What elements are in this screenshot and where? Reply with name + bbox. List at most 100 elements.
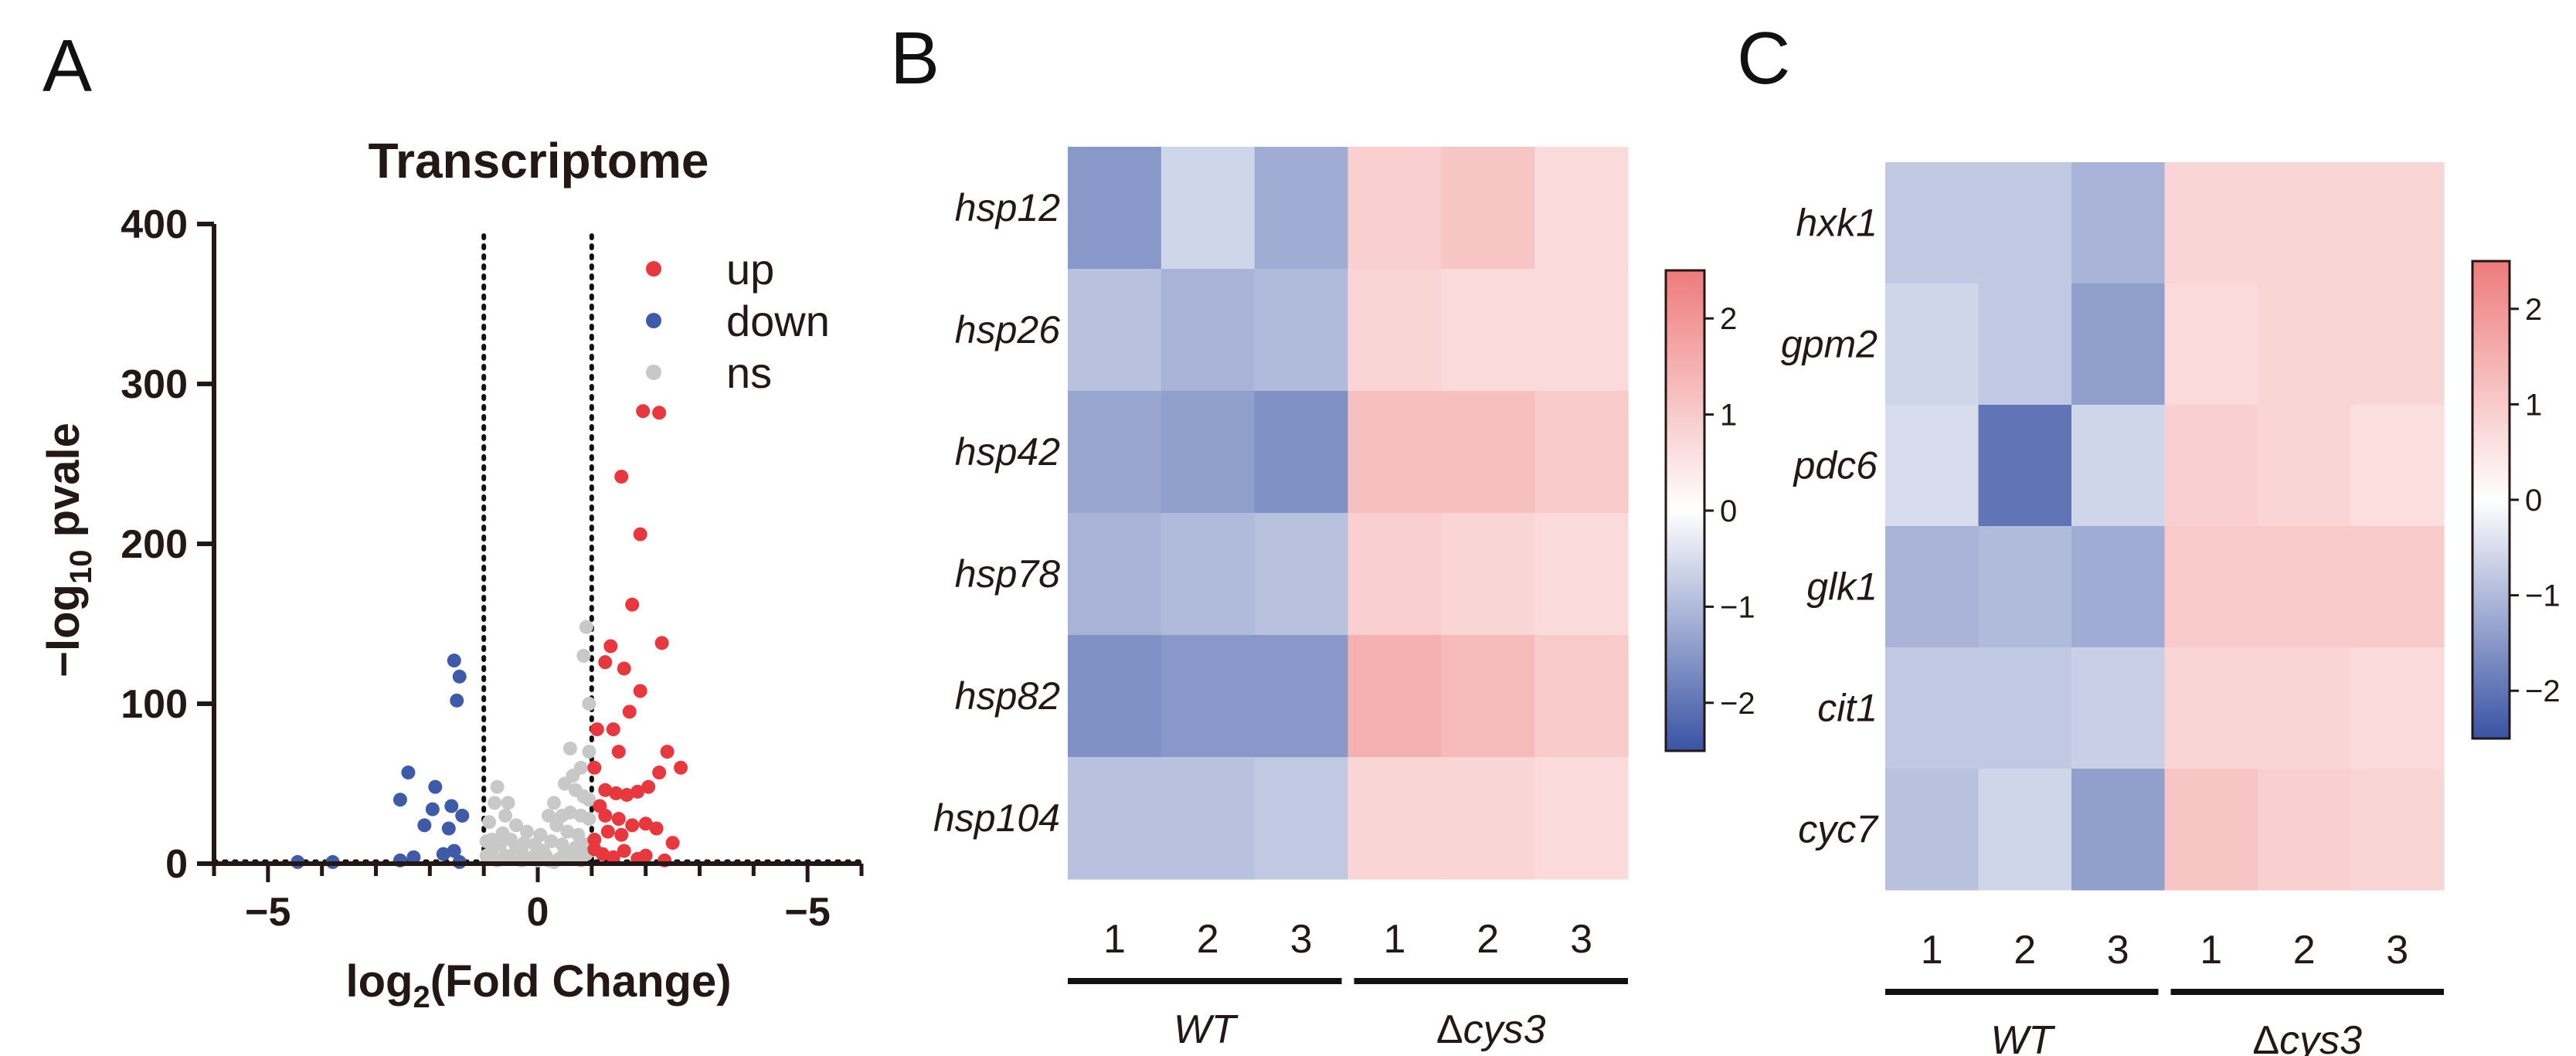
y-tick-label: 300 <box>121 362 188 407</box>
point-up <box>652 766 667 780</box>
heatmap-cell <box>2164 162 2258 284</box>
group-label-name: cys3 <box>2279 1018 2362 1056</box>
point-down <box>406 850 421 864</box>
heatmap-cell <box>1978 405 2072 527</box>
point-up <box>587 832 602 847</box>
point-ns <box>555 837 569 852</box>
point-ns <box>509 818 524 833</box>
point-down <box>393 793 407 807</box>
heatmap-cell <box>2350 405 2445 527</box>
panel-label-c: C <box>1737 17 1790 100</box>
point-up <box>674 760 688 775</box>
point-up <box>638 817 653 831</box>
heatmap-cell <box>2258 284 2352 406</box>
heatmap-cell <box>1068 635 1162 758</box>
heatmap-cell <box>1254 635 1349 758</box>
point-ns <box>579 620 593 634</box>
point-ns <box>582 793 596 807</box>
point-down <box>401 766 416 780</box>
heatmap-cell <box>1161 757 1256 880</box>
x-tick-label: −5 <box>245 890 291 935</box>
point-ns <box>509 840 524 855</box>
replicate-label: 3 <box>1290 917 1313 962</box>
point-up <box>638 848 653 863</box>
x-tick-label: −5 <box>785 890 831 935</box>
point-up <box>625 597 640 612</box>
heatmap-cell <box>2350 647 2445 769</box>
heatmap-cell <box>1534 147 1629 270</box>
point-up <box>600 824 615 839</box>
gene-label: hsp104 <box>933 796 1060 840</box>
point-up <box>614 827 629 842</box>
heatmap-cell <box>2350 162 2445 284</box>
heatmap-cell <box>1161 147 1256 270</box>
replicate-label: 3 <box>1570 917 1592 962</box>
heatmap-cell <box>1978 284 2072 406</box>
colorbar-tick-label: −1 <box>1720 590 1755 624</box>
heatmap-cell <box>1347 513 1442 636</box>
point-up <box>665 836 680 851</box>
point-ns <box>568 840 583 855</box>
heatmap-cell <box>1347 635 1442 758</box>
heatmap-cell <box>2071 769 2166 891</box>
heatmap-cell <box>2258 162 2352 284</box>
heatmap-cell <box>2164 647 2258 769</box>
heatmap-cell <box>1068 513 1162 636</box>
point-ns <box>520 824 535 839</box>
panel-label-b: B <box>890 17 940 100</box>
volcano-axis-ticks: 0 100 200 300 400 −5 0 −5 <box>121 202 864 935</box>
point-ns <box>560 824 575 839</box>
point-up <box>636 404 651 419</box>
heatmap-cell <box>1254 269 1349 392</box>
replicate-label: 2 <box>2293 928 2316 973</box>
colorbar-tick-label: −2 <box>1720 687 1755 721</box>
heatmap-cell <box>1254 757 1349 880</box>
heatmap-cell <box>1534 391 1629 514</box>
point-up <box>617 844 631 858</box>
point-ns <box>582 745 596 759</box>
point-down <box>447 844 461 858</box>
volcano-xlabel: log2(Fold Change) <box>345 956 731 1014</box>
heatmap-cell <box>1534 269 1629 392</box>
point-down <box>441 821 456 836</box>
gene-label: pdc6 <box>1793 444 1878 487</box>
point-up <box>641 779 656 794</box>
point-up <box>633 527 647 542</box>
point-ns <box>541 808 556 823</box>
point-ns <box>528 837 542 852</box>
point-down <box>444 799 459 813</box>
replicate-label: 3 <box>2107 928 2129 973</box>
point-up <box>630 784 645 799</box>
point-down <box>455 808 470 823</box>
heatmap-cell <box>1885 162 1980 284</box>
group-label-prefix: Δ <box>2252 1018 2279 1056</box>
gene-label: hsp12 <box>955 186 1060 229</box>
replicate-label: 2 <box>1197 917 1219 962</box>
point-down <box>436 847 450 861</box>
point-down <box>428 779 443 794</box>
heatmap-cell <box>1978 647 2072 769</box>
point-up <box>609 786 624 800</box>
replicate-label: 2 <box>2014 928 2036 973</box>
heatmap-cell <box>1978 162 2072 284</box>
heatmap-cell <box>1068 269 1162 392</box>
gene-label: hsp78 <box>955 552 1060 596</box>
point-up <box>587 760 602 775</box>
point-ns <box>546 796 561 810</box>
point-ns <box>479 848 494 863</box>
heatmap-cell <box>2350 526 2445 648</box>
point-ns <box>573 808 588 823</box>
heatmap-cell <box>1347 147 1442 270</box>
x-tick-label: 0 <box>527 890 549 935</box>
heatmap-cell <box>2164 526 2258 648</box>
heatmap-cell <box>2164 769 2258 891</box>
heatmap-cell <box>2350 769 2445 891</box>
colorbar-tick-label: 1 <box>2525 388 2542 422</box>
point-up <box>660 745 675 759</box>
group-label-name: WT <box>1174 1007 1239 1052</box>
volcano-ylabel: −log10 pvale <box>39 423 98 677</box>
heatmap-cell <box>1441 635 1535 758</box>
heatmap-cell <box>2258 769 2352 891</box>
heatmap-cell <box>1885 405 1980 527</box>
heatmap-cell <box>1254 513 1349 636</box>
